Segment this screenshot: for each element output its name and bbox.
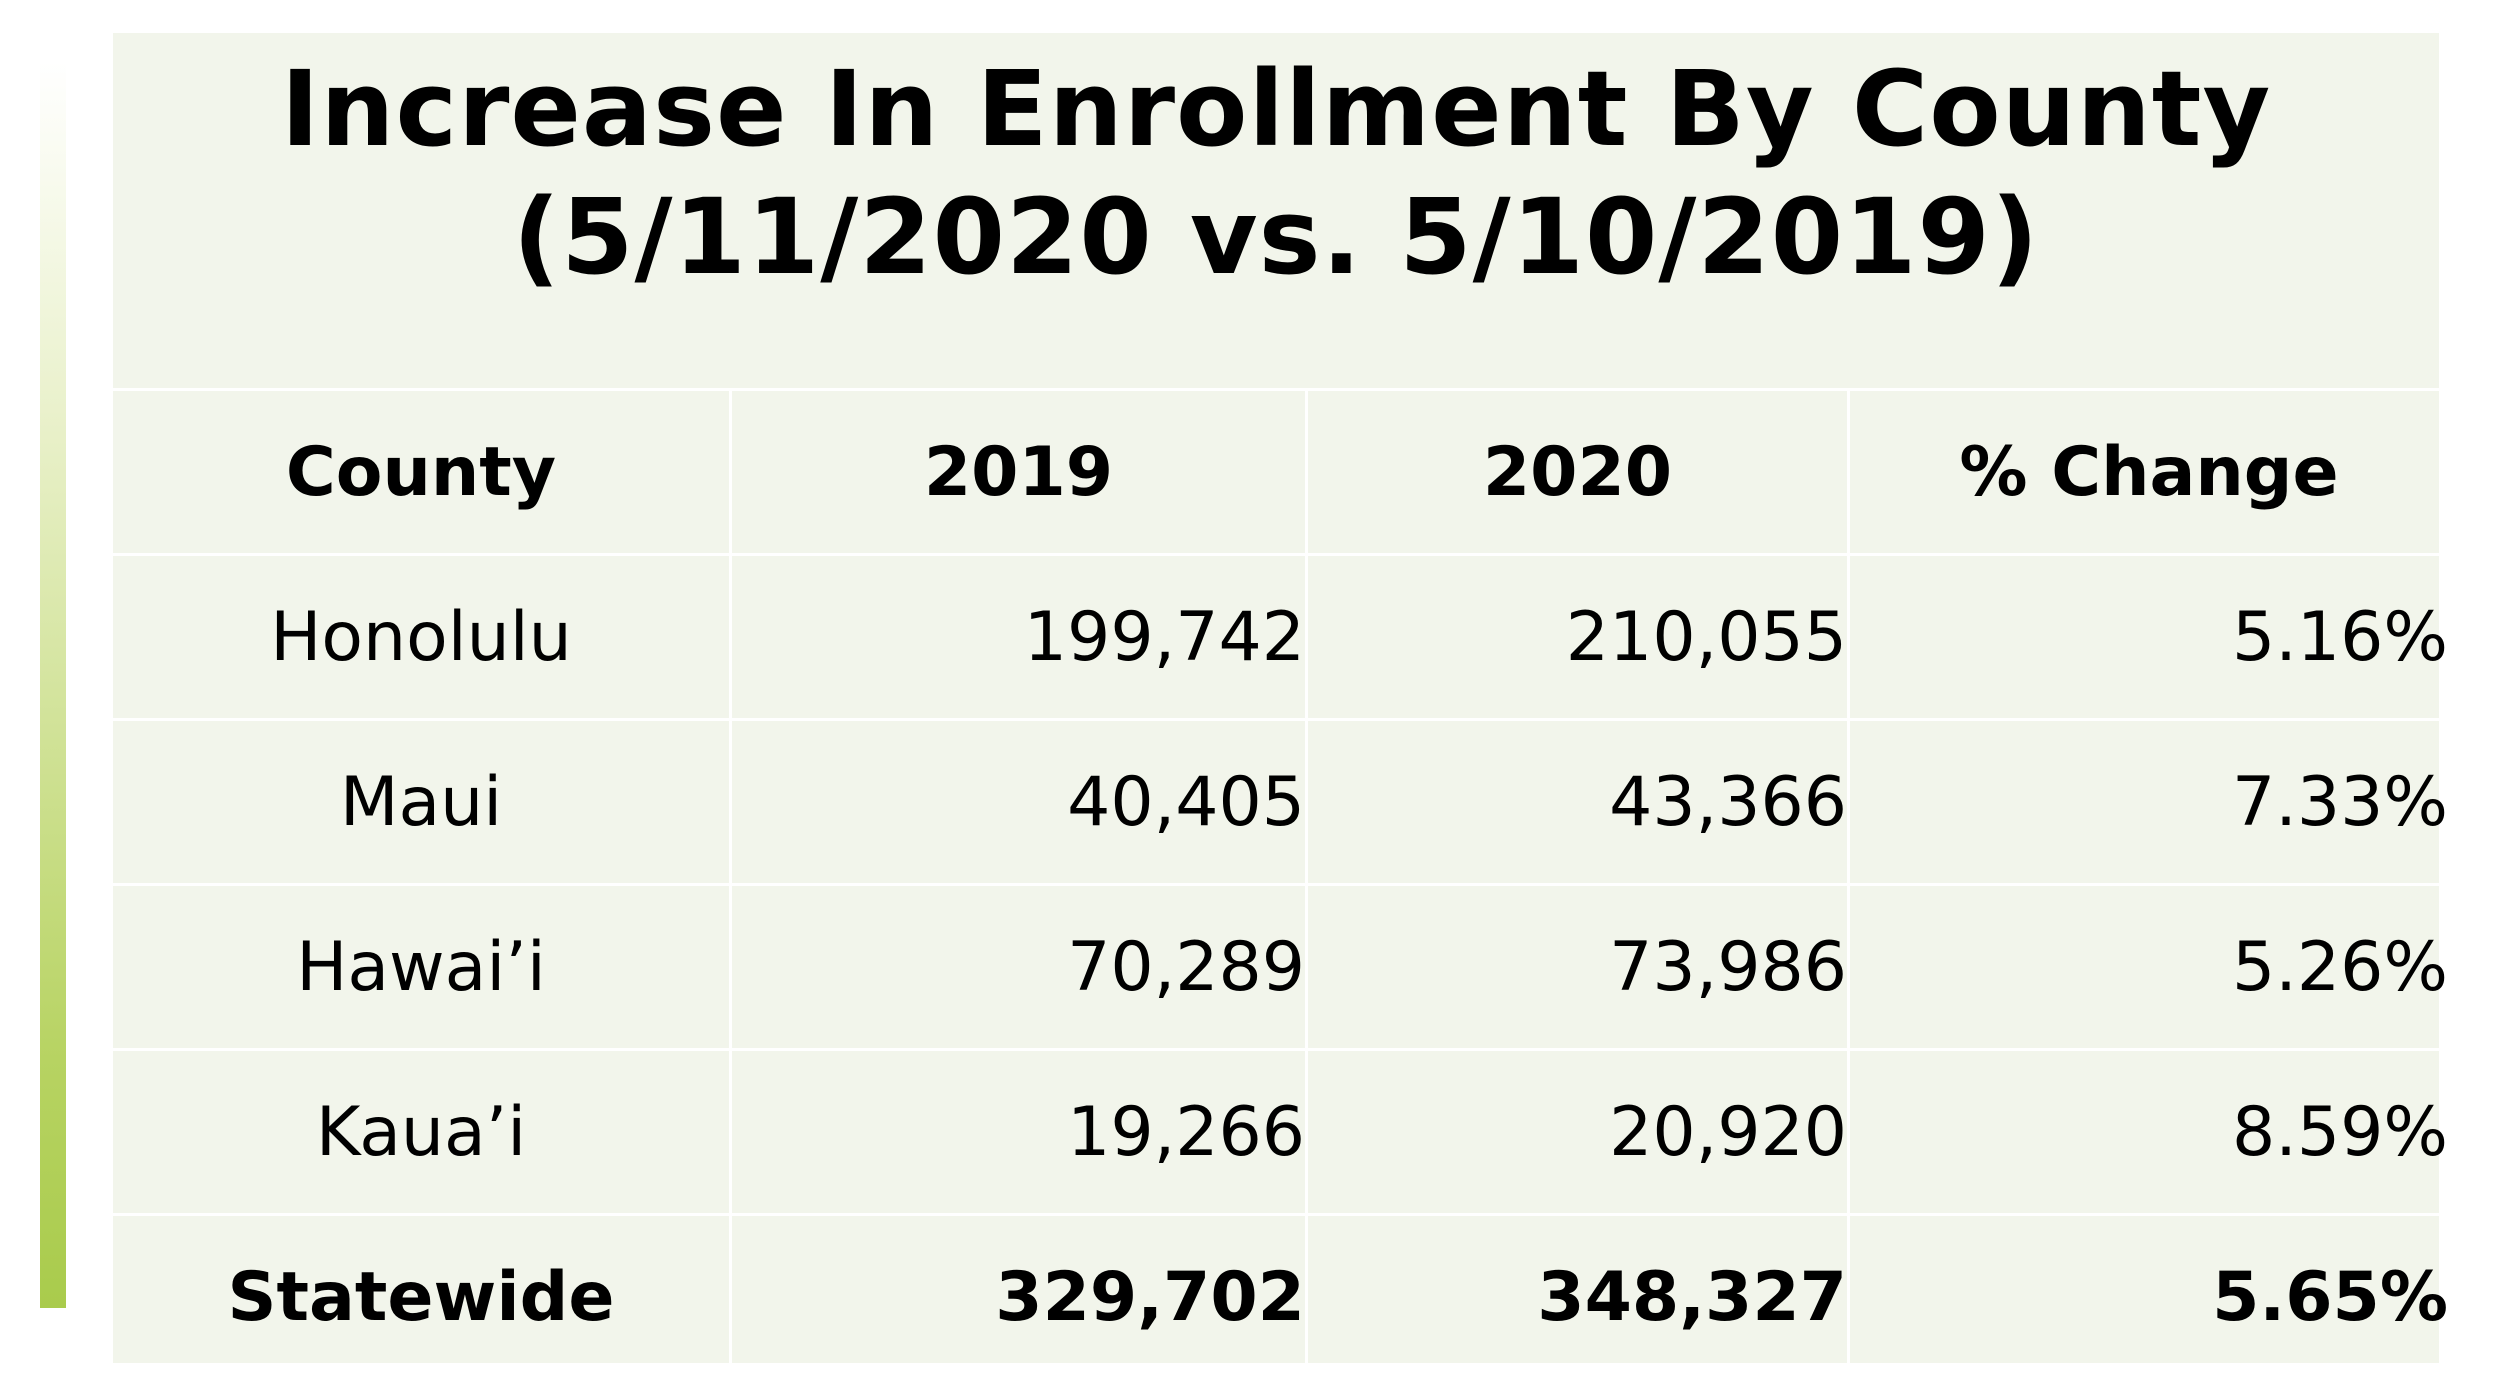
value-2020-cell: 210,055 (1305, 553, 1850, 721)
header-county: County (113, 388, 732, 556)
value-2020-cell: 43,366 (1305, 718, 1850, 886)
county-cell: Honolulu (113, 553, 732, 721)
title-line-1: Increase In Enrollment By County (280, 48, 2272, 170)
total-2020-cell: 348,327 (1305, 1213, 1850, 1381)
table-row: Honolulu 199,742 210,055 5.16% (113, 553, 2448, 721)
header-2019: 2019 (729, 388, 1308, 556)
value-2020-cell: 20,920 (1305, 1048, 1850, 1216)
title-line-2: (5/11/2020 vs. 5/10/2019) (512, 176, 2040, 298)
value-2019-cell: 19,266 (729, 1048, 1308, 1216)
value-2019-cell: 70,289 (729, 883, 1308, 1051)
table-header-row: County 2019 2020 % Change (113, 388, 2448, 556)
county-cell: Hawai’i (113, 883, 732, 1051)
table-row: Hawai’i 70,289 73,986 5.26% (113, 883, 2448, 1051)
value-2020-cell: 73,986 (1305, 883, 1850, 1051)
header-pct-change: % Change (1847, 388, 2448, 556)
enrollment-table: County 2019 2020 % Change Honolulu 199,7… (113, 388, 2448, 1381)
total-2019-cell: 329,702 (729, 1213, 1308, 1381)
total-label-cell: Statewide (113, 1213, 732, 1381)
header-2020: 2020 (1305, 388, 1850, 556)
table-row: Maui 40,405 43,366 7.33% (113, 718, 2448, 886)
table-total-row: Statewide 329,702 348,327 5.65% (113, 1213, 2448, 1381)
pct-change-cell: 5.16% (1847, 553, 2448, 721)
slide-title: Increase In Enrollment By County (5/11/2… (113, 45, 2439, 301)
slide-panel: Increase In Enrollment By County (5/11/2… (113, 33, 2448, 1381)
county-cell: Kaua’i (113, 1048, 732, 1216)
accent-bar (40, 62, 66, 1308)
value-2019-cell: 199,742 (729, 553, 1308, 721)
table-row: Kaua’i 19,266 20,920 8.59% (113, 1048, 2448, 1216)
value-2019-cell: 40,405 (729, 718, 1308, 886)
pct-change-cell: 7.33% (1847, 718, 2448, 886)
county-cell: Maui (113, 718, 732, 886)
pct-change-cell: 5.26% (1847, 883, 2448, 1051)
total-pct-change-cell: 5.65% (1847, 1213, 2448, 1381)
pct-change-cell: 8.59% (1847, 1048, 2448, 1216)
